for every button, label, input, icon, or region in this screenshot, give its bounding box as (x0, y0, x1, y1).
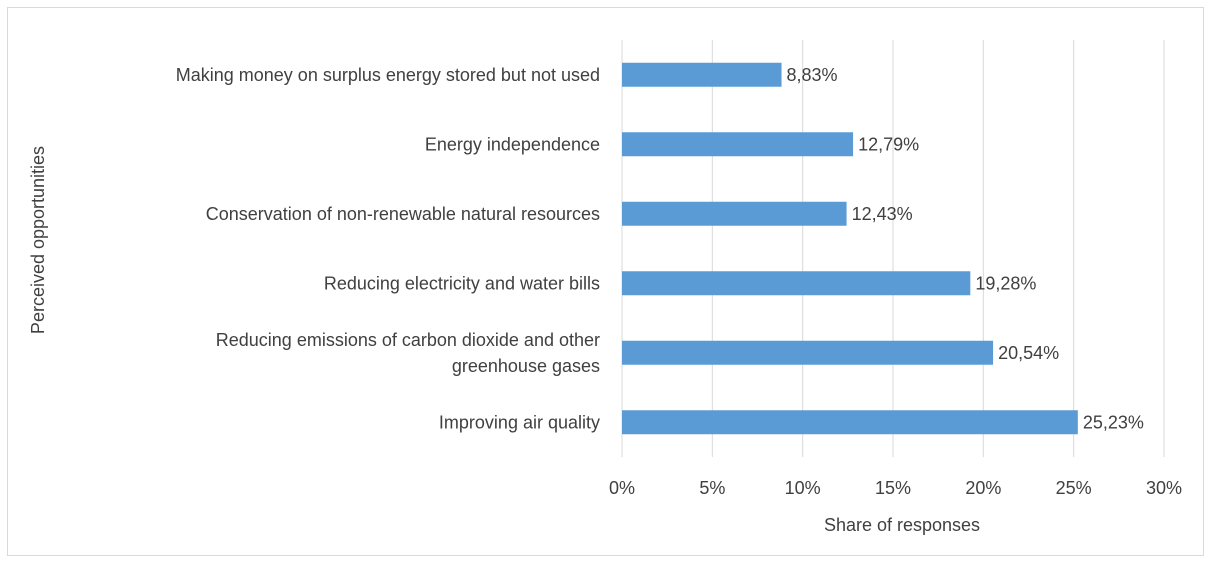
bar (622, 132, 854, 157)
data-label: 20,54% (998, 343, 1059, 363)
x-tick-label: 10% (785, 478, 821, 498)
x-axis-title: Share of responses (824, 515, 980, 535)
bars (622, 62, 1078, 435)
category-label: Conservation of non-renewable natural re… (206, 204, 600, 224)
data-label: 12,43% (852, 204, 913, 224)
category-label: Improving air quality (439, 412, 600, 432)
data-label: 19,28% (975, 273, 1036, 293)
x-tick-labels: 0% 5% 10% 15% 20% 25% 30% (609, 478, 1182, 498)
bar (622, 410, 1078, 435)
data-label: 12,79% (858, 134, 919, 154)
data-label: 25,23% (1083, 412, 1144, 432)
category-label: Reducing electricity and water bills (324, 273, 600, 293)
x-tick-label: 0% (609, 478, 635, 498)
data-labels: 8,83% 12,79% 12,43% 19,28% 20,54% 25,23% (787, 65, 1144, 433)
x-tick-label: 5% (699, 478, 725, 498)
bar (622, 62, 782, 87)
category-labels: Making money on surplus energy stored bu… (176, 65, 600, 433)
x-tick-label: 25% (1056, 478, 1092, 498)
x-tick-label: 15% (875, 478, 911, 498)
category-label: Reducing emissions of carbon dioxide and… (216, 330, 600, 376)
data-label: 8,83% (787, 65, 838, 85)
chart-frame (7, 7, 1204, 556)
category-label: Making money on surplus energy stored bu… (176, 65, 600, 85)
bar (622, 201, 847, 226)
category-label: Energy independence (425, 134, 600, 154)
x-tick-label: 30% (1146, 478, 1182, 498)
bar (622, 340, 994, 365)
gridlines (621, 40, 1165, 457)
x-tick-label: 20% (965, 478, 1001, 498)
y-axis-title: Perceived opportunities (28, 146, 48, 334)
bar (622, 271, 971, 296)
